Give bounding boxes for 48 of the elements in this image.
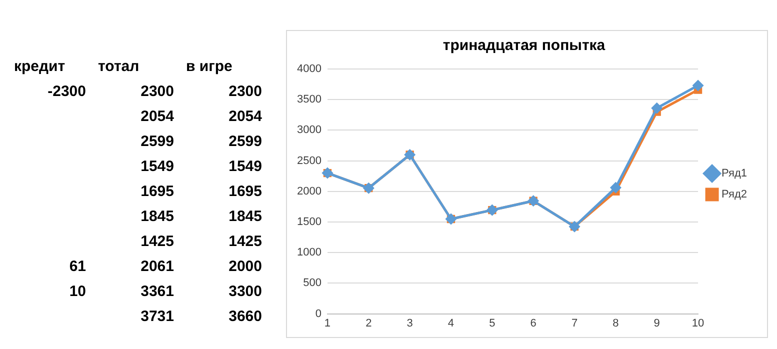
y-tick-label: 2000 [296,185,322,198]
x-tick-label: 5 [489,317,496,330]
y-tick-label: 0 [315,308,322,320]
text: 2000 [228,257,263,277]
x-tick-label: 7 [571,317,578,330]
x-tick-label: 10 [692,317,704,330]
y-tick-label: 1000 [296,246,322,259]
text: 3300 [228,282,263,302]
y-tick-label: 2500 [296,154,322,167]
text: 3361 [140,282,175,302]
text: в игре [185,57,234,77]
text: 2300 [140,82,175,102]
x-tick-label: 8 [612,317,619,330]
y-tick-label: 1500 [296,216,322,228]
y-tick-label: 4000 [296,63,322,76]
y-tick-label: 500 [303,277,322,290]
x-tick-label: 3 [406,317,413,330]
text: 2054 [228,107,263,127]
text: 2599 [228,132,263,152]
text: 61 [68,257,87,277]
text: 2599 [140,132,175,152]
text: 10 [68,282,87,302]
text: 1549 [228,157,263,177]
text: 1845 [228,207,263,227]
legend-label: Ряд2 [722,188,748,201]
text: -2300 [46,82,87,102]
text: 1549 [140,157,175,177]
text: 2054 [140,107,175,127]
text: 3660 [228,307,263,327]
text: 3731 [140,307,175,327]
chart-title: тринадцатая попытка [442,37,606,54]
text: тотал [97,57,140,77]
text: 2300 [228,82,263,102]
text: 1695 [228,182,263,202]
text: кредит [13,57,66,77]
x-tick-label: 4 [448,317,454,330]
text: 1845 [140,207,175,227]
x-tick-label: 9 [654,317,660,330]
y-tick-label: 3000 [296,124,322,136]
text: 1425 [140,232,175,252]
text: 2061 [140,257,175,277]
y-tick-label: 3500 [296,94,322,106]
text: 1425 [228,232,263,252]
x-tick-label: 1 [324,317,331,330]
text: 1695 [140,182,175,202]
legend-label: Ряд1 [722,168,748,180]
x-tick-label: 2 [366,317,372,330]
x-tick-label: 6 [530,317,536,330]
